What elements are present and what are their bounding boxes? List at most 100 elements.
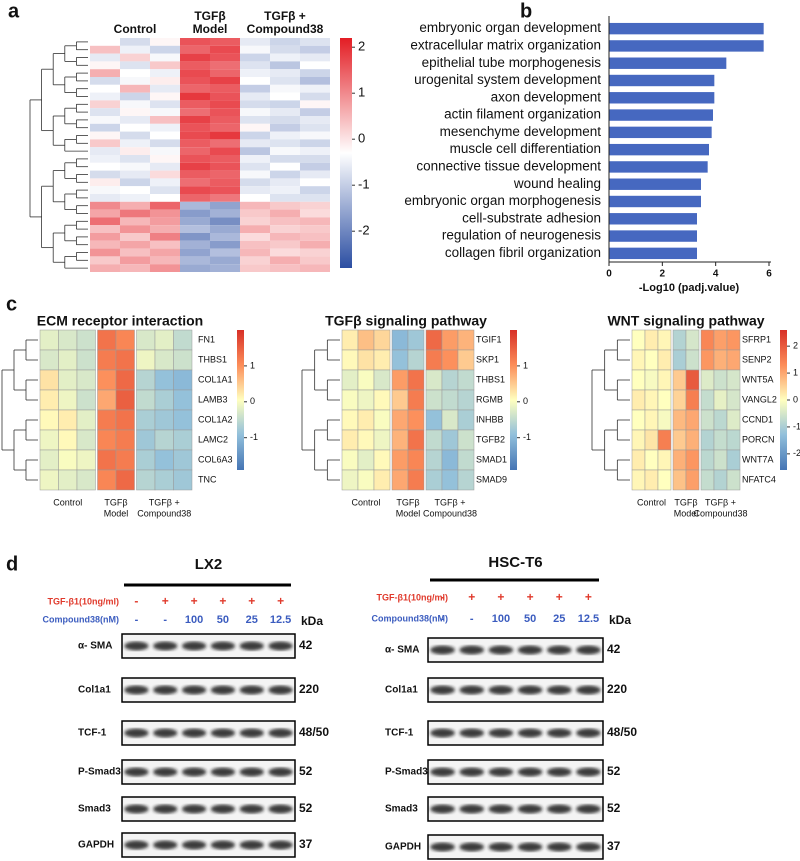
- heatmap-cell: [457, 409, 475, 431]
- column-group-label: TGFβ +: [149, 497, 180, 507]
- heatmap-cell: [180, 248, 210, 257]
- heatmap-cell: [180, 116, 210, 124]
- heatmap-cell: [120, 256, 150, 265]
- heatmap-cell: [150, 209, 180, 218]
- kda-label: 220: [299, 682, 319, 696]
- blot-title: LX2: [195, 556, 223, 573]
- heatmap-cell: [341, 409, 359, 431]
- heatmap-cell: [270, 217, 300, 226]
- heatmap-cell: [700, 369, 715, 391]
- heatmap-cell: [300, 116, 330, 124]
- heatmap-cell: [136, 329, 156, 351]
- heatmap-cell: [373, 349, 391, 371]
- heatmap-cell: [270, 123, 300, 132]
- heatmap-cell: [240, 38, 270, 46]
- heatmap-cell: [150, 264, 180, 272]
- heatmap-cell: [58, 349, 78, 371]
- row-label: CCND1: [742, 414, 773, 424]
- heatmap-cell: [270, 100, 300, 109]
- heatmap-cell: [58, 469, 78, 491]
- compound-dose: 50: [524, 613, 536, 625]
- blot-band: [430, 842, 455, 852]
- compound-dose: 25: [553, 613, 565, 625]
- category-label: collagen fibril organization: [445, 245, 601, 260]
- blot-band: [488, 728, 514, 738]
- blot-band: [239, 641, 264, 651]
- heatmap-cell: [300, 61, 330, 70]
- heatmap-cell: [300, 155, 330, 163]
- heatmap-cell: [120, 209, 150, 218]
- heatmap-cell: [210, 240, 240, 249]
- blot-band: [210, 641, 236, 651]
- heatmap-cell: [150, 69, 180, 77]
- tgf-sign: -: [441, 590, 445, 604]
- heatmap-cell: [76, 389, 96, 411]
- blot-band: [430, 645, 455, 655]
- heatmap-cell: [90, 77, 120, 85]
- blot-band: [268, 804, 293, 814]
- heatmap-cell: [150, 186, 180, 194]
- heatmap-cell: [240, 170, 270, 179]
- heatmap-cell: [97, 349, 117, 371]
- heatmap-cell: [115, 409, 135, 431]
- heatmap-cell: [240, 240, 270, 249]
- heatmap-cell: [391, 349, 409, 371]
- heatmap-cell: [90, 217, 120, 226]
- heatmap-cell: [180, 201, 210, 210]
- blot-row-label: P-Smad3: [385, 767, 428, 778]
- heatmap-cell: [180, 69, 210, 77]
- heatmap-cell: [457, 449, 475, 471]
- heatmap-cell: [300, 100, 330, 109]
- heatmap-cell: [672, 349, 687, 371]
- blot-box: [121, 759, 296, 785]
- column-group-label: Model: [193, 22, 228, 36]
- heatmap-cell: [136, 389, 156, 411]
- blot-row-label: Col1a1: [385, 685, 418, 696]
- blot-band: [430, 804, 455, 814]
- heatmap-cell: [425, 409, 443, 431]
- heatmap-cell: [90, 38, 120, 46]
- heatmap-cell: [180, 123, 210, 132]
- treatment-label: Compound38(nM): [43, 614, 120, 624]
- panel-label: a: [8, 0, 20, 22]
- blot-band: [488, 767, 514, 777]
- heatmap-cell: [210, 108, 240, 116]
- row-label: THBS1: [476, 374, 505, 384]
- heatmap-cell: [90, 256, 120, 265]
- heatmap-cell: [97, 389, 117, 411]
- heatmap-cell: [180, 233, 210, 241]
- heatmap-cell: [136, 429, 156, 451]
- heatmap-cell: [150, 108, 180, 116]
- colorbar: [780, 330, 787, 470]
- heatmap-cell: [672, 429, 687, 451]
- heatmap-cell: [672, 469, 687, 491]
- colorbar-tick-label: 1: [358, 85, 365, 100]
- heatmap-cell: [240, 131, 270, 140]
- heatmap-cell: [150, 240, 180, 249]
- column-group-label: Control: [637, 497, 666, 507]
- heatmap-cell: [120, 69, 150, 77]
- heatmap-cell: [180, 139, 210, 148]
- heatmap-cell: [180, 131, 210, 140]
- heatmap-cell: [357, 449, 375, 471]
- blot-band: [576, 685, 601, 695]
- heatmap-cell: [76, 449, 96, 471]
- blot-band: [459, 645, 484, 655]
- category-label: cell-substrate adhesion: [462, 210, 601, 225]
- category-label: extracellular matrix organization: [410, 37, 601, 52]
- blot-band: [181, 728, 207, 738]
- heatmap-cell: [180, 170, 210, 179]
- blot-band: [547, 804, 572, 814]
- heatmap-cell: [150, 53, 180, 62]
- heatmap-cell: [300, 69, 330, 77]
- heatmap-cell: [341, 469, 359, 491]
- heatmap-cell: [115, 329, 135, 351]
- row-label: WNT7A: [742, 454, 774, 464]
- row-label: RGMB: [476, 394, 503, 404]
- heatmap-cell: [120, 155, 150, 163]
- blot-band: [430, 767, 455, 777]
- heatmap-cell: [150, 38, 180, 46]
- blot-title: HSC-T6: [488, 554, 542, 571]
- heatmap-cell: [457, 389, 475, 411]
- heatmap-cell: [76, 369, 96, 391]
